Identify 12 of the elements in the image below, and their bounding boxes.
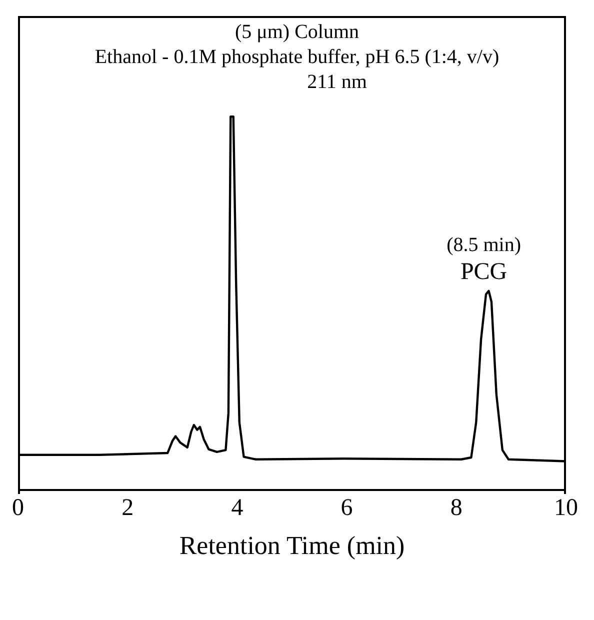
x-tick-label: 6	[340, 495, 353, 522]
annotation: (8.5 min)	[446, 234, 522, 256]
x-tick-label: 8	[450, 495, 462, 522]
annotation: PCG	[460, 258, 508, 285]
x-tick-label: 10	[554, 495, 578, 522]
text: 211 nm	[306, 70, 368, 95]
x-tick-label: 2	[122, 495, 134, 522]
x-tick-label: 0	[12, 495, 24, 522]
chart-subtitle: Ethanol - 0.1M phosphate buffer, pH 6.5 (1:4, v/v)	[94, 45, 500, 70]
x-axis-title: Retention Time (min)	[179, 531, 405, 560]
chart-title: (5 μm) Column	[234, 20, 360, 45]
x-tick-label: 4	[231, 495, 244, 522]
